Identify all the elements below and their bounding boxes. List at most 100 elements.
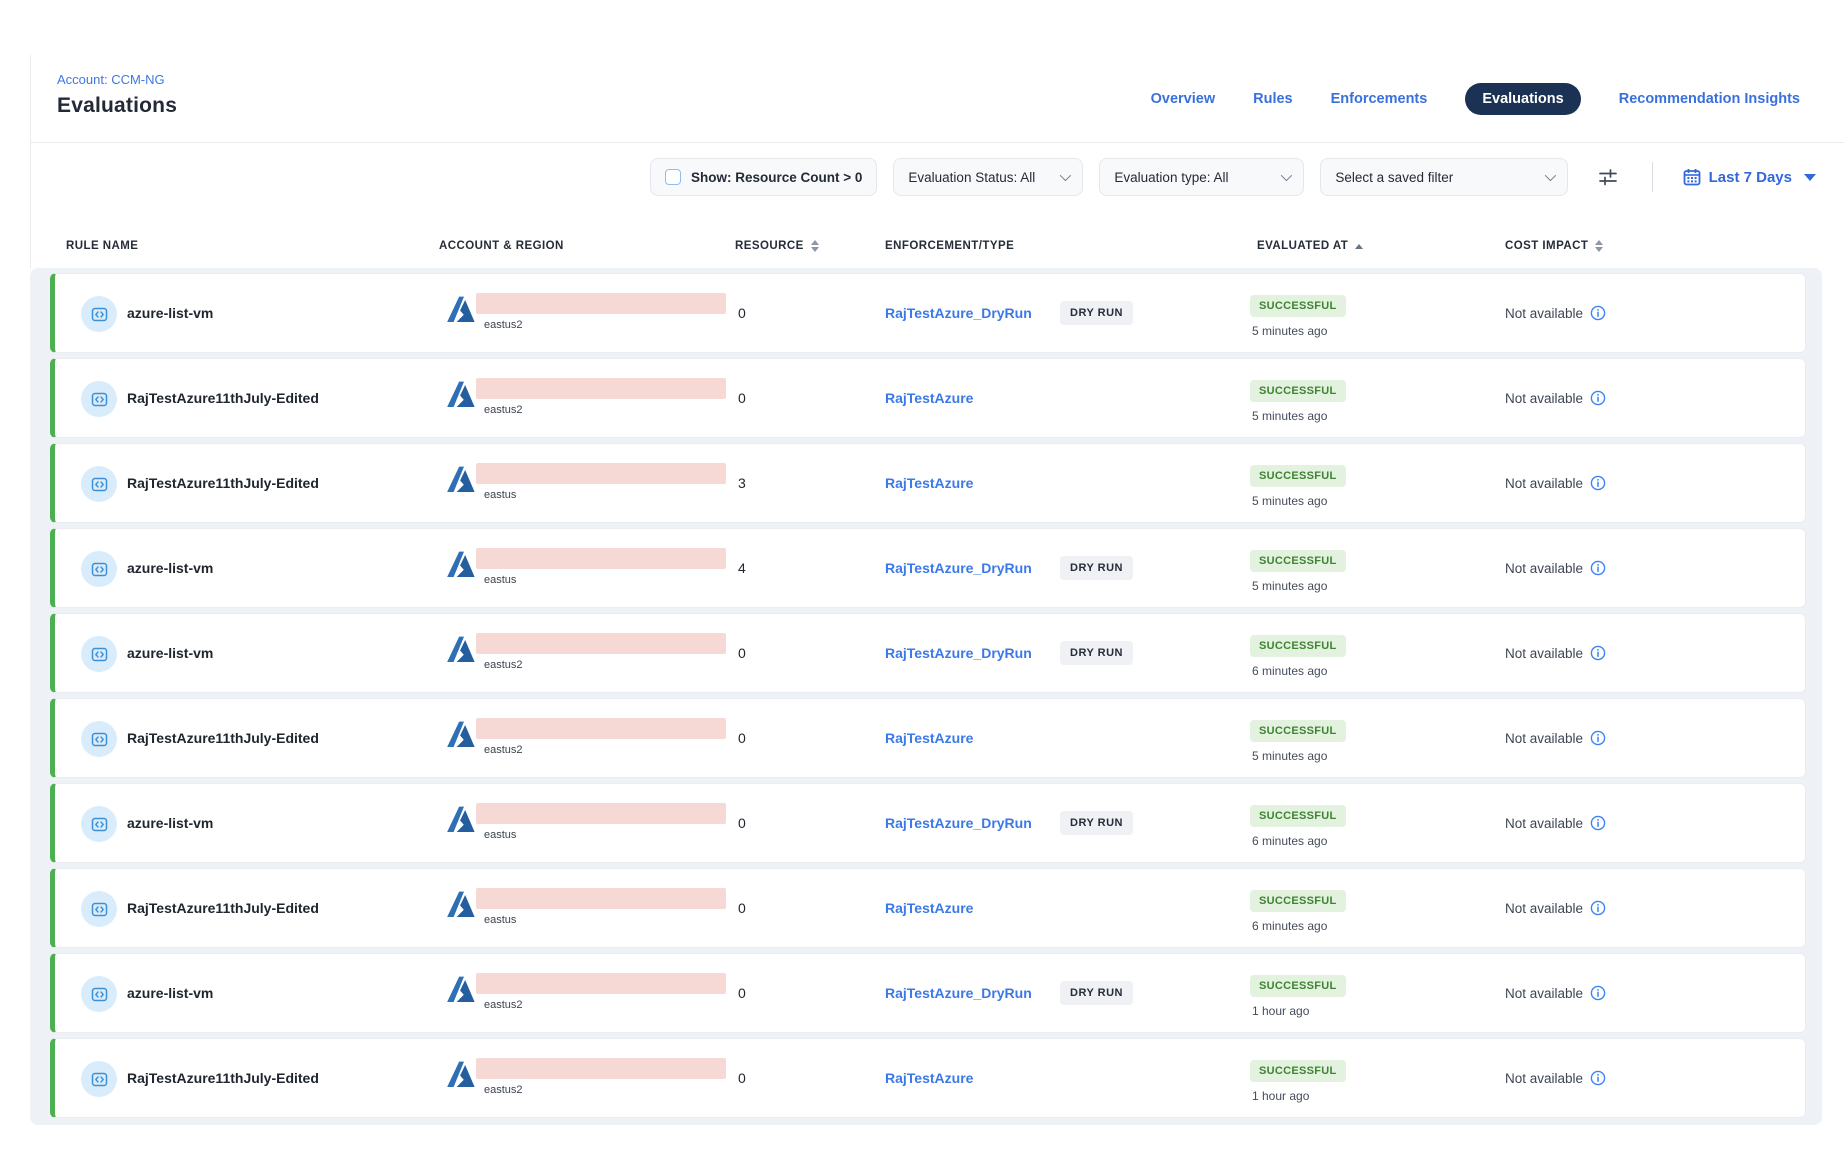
cost-impact-cell: Not available [1505, 560, 1606, 576]
code-rule-icon [91, 392, 107, 406]
rule-name: RajTestAzure11thJuly-Edited [127, 1070, 319, 1086]
cost-impact-value: Not available [1505, 560, 1584, 576]
enforcement-link[interactable]: RajTestAzure_DryRun [885, 560, 1032, 576]
info-icon[interactable] [1590, 305, 1606, 321]
evaluation-type-dropdown[interactable]: Evaluation type: All [1099, 158, 1305, 196]
col-resource-sortable[interactable]: RESOURCE [735, 240, 819, 252]
info-icon[interactable] [1590, 985, 1606, 1001]
code-rule-icon [91, 987, 107, 1001]
tab-enforcements[interactable]: Enforcements [1330, 91, 1428, 107]
resource-count: 0 [738, 730, 746, 746]
col-evaluated-at-sorted[interactable]: EVALUATED AT [1257, 240, 1364, 252]
redacted-account-name [476, 1058, 726, 1079]
azure-icon [446, 719, 476, 758]
region-label: eastus2 [484, 319, 523, 331]
evaluation-status-dropdown[interactable]: Evaluation Status: All [893, 158, 1084, 196]
evaluation-row[interactable]: RajTestAzure11thJuly-Edited eastus2 0 Ra… [50, 1038, 1806, 1118]
status-badge: SUCCESSFUL [1250, 550, 1346, 572]
resource-count-label: Show: Resource Count > 0 [691, 169, 863, 185]
region-label: eastus2 [484, 999, 523, 1011]
evaluation-row[interactable]: RajTestAzure11thJuly-Edited eastus2 0 Ra… [50, 358, 1806, 438]
rule-name: RajTestAzure11thJuly-Edited [127, 475, 319, 491]
cost-impact-cell: Not available [1505, 815, 1606, 831]
sort-icon[interactable] [810, 240, 819, 252]
evaluated-time: 1 hour ago [1252, 1004, 1310, 1018]
enforcement-link[interactable]: RajTestAzure_DryRun [885, 985, 1032, 1001]
evaluation-row[interactable]: RajTestAzure11thJuly-Edited eastus 3 Raj… [50, 443, 1806, 523]
region-label: eastus2 [484, 744, 523, 756]
info-icon[interactable] [1590, 390, 1606, 406]
saved-filter-dropdown[interactable]: Select a saved filter [1320, 158, 1569, 196]
enforcement-link[interactable]: RajTestAzure [885, 900, 974, 916]
code-rule-icon [91, 732, 107, 746]
enforcement-link[interactable]: RajTestAzure [885, 475, 974, 491]
dry-run-badge: DRY RUN [1060, 811, 1134, 835]
cost-impact-value: Not available [1505, 900, 1584, 916]
chevron-down-icon [1545, 169, 1557, 182]
evaluation-row[interactable]: azure-list-vm eastus 4 RajTestAzure_DryR… [50, 528, 1806, 608]
enforcement-link[interactable]: RajTestAzure_DryRun [885, 815, 1032, 831]
redacted-account-name [476, 803, 726, 824]
tab-overview[interactable]: Overview [1150, 91, 1216, 107]
rule-avatar [81, 551, 117, 587]
rule-avatar [81, 296, 117, 332]
chevron-down-icon [1281, 169, 1293, 182]
rule-avatar [81, 381, 117, 417]
info-icon[interactable] [1590, 645, 1606, 661]
azure-icon [446, 974, 476, 1013]
enforcement-link[interactable]: RajTestAzure_DryRun [885, 305, 1032, 321]
status-badge: SUCCESSFUL [1250, 975, 1346, 997]
cost-impact-cell: Not available [1505, 900, 1606, 916]
rule-name: RajTestAzure11thJuly-Edited [127, 730, 319, 746]
info-icon[interactable] [1590, 900, 1606, 916]
info-icon[interactable] [1590, 475, 1606, 491]
rule-avatar [81, 806, 117, 842]
tab-rules[interactable]: Rules [1253, 91, 1293, 107]
evaluated-time: 6 minutes ago [1252, 664, 1328, 678]
redacted-account-name [476, 548, 726, 569]
resource-count: 4 [738, 560, 746, 576]
rule-avatar [81, 1061, 117, 1097]
tab-recommendation-insights[interactable]: Recommendation Insights [1618, 91, 1800, 107]
status-badge: SUCCESSFUL [1250, 380, 1346, 402]
azure-icon [446, 804, 476, 843]
rule-avatar [81, 636, 117, 672]
tab-evaluations-active[interactable]: Evaluations [1465, 83, 1581, 115]
rule-avatar [81, 721, 117, 757]
evaluation-row[interactable]: azure-list-vm eastus2 0 RajTestAzure_Dry… [50, 613, 1806, 693]
resource-count-checkbox[interactable] [665, 169, 681, 185]
redacted-account-name [476, 718, 726, 739]
enforcement-link[interactable]: RajTestAzure_DryRun [885, 645, 1032, 661]
evaluation-row[interactable]: azure-list-vm eastus 0 RajTestAzure_DryR… [50, 783, 1806, 863]
date-range-picker[interactable]: Last 7 Days [1683, 168, 1816, 186]
status-badge: SUCCESSFUL [1250, 1060, 1346, 1082]
enforcement-link[interactable]: RajTestAzure [885, 390, 974, 406]
filter-settings-button[interactable] [1594, 163, 1622, 191]
azure-icon [446, 464, 476, 503]
status-badge: SUCCESSFUL [1250, 295, 1346, 317]
evaluation-row[interactable]: RajTestAzure11thJuly-Edited eastus2 0 Ra… [50, 698, 1806, 778]
info-icon[interactable] [1590, 815, 1606, 831]
region-label: eastus [484, 574, 517, 586]
sliders-icon [1598, 169, 1617, 186]
info-icon[interactable] [1590, 560, 1606, 576]
redacted-account-name [476, 293, 726, 314]
cost-impact-cell: Not available [1505, 730, 1606, 746]
col-cost-impact-sortable[interactable]: COST IMPACT [1505, 240, 1604, 252]
enforcement-link[interactable]: RajTestAzure [885, 730, 974, 746]
evaluation-row[interactable]: RajTestAzure11thJuly-Edited eastus 0 Raj… [50, 868, 1806, 948]
cost-impact-value: Not available [1505, 815, 1584, 831]
show-resource-count-toggle[interactable]: Show: Resource Count > 0 [650, 158, 878, 196]
info-icon[interactable] [1590, 1070, 1606, 1086]
evaluation-row[interactable]: azure-list-vm eastus2 0 RajTestAzure_Dry… [50, 273, 1806, 353]
evaluation-row[interactable]: azure-list-vm eastus2 0 RajTestAzure_Dry… [50, 953, 1806, 1033]
account-breadcrumb[interactable]: Account: CCM-NG [57, 72, 165, 87]
enforcement-link[interactable]: RajTestAzure [885, 1070, 974, 1086]
sort-ascending-icon[interactable] [1355, 243, 1364, 249]
cost-impact-cell: Not available [1505, 305, 1606, 321]
dry-run-badge: DRY RUN [1060, 556, 1134, 580]
info-icon[interactable] [1590, 730, 1606, 746]
resource-count: 0 [738, 1070, 746, 1086]
evaluated-time: 5 minutes ago [1252, 579, 1328, 593]
sort-icon[interactable] [1595, 240, 1604, 252]
